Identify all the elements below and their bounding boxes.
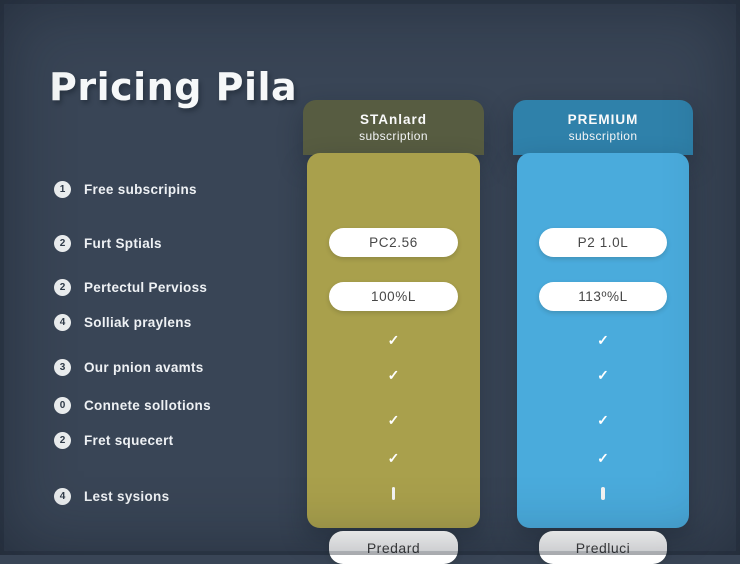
plan-cell: ✓ [307,366,480,384]
plan-name: PREMIUM [567,112,639,127]
premium-cta-button[interactable]: Predluci [539,531,667,564]
plan-cell: ✓ [307,411,480,429]
feature-row: 1 Free subscripins [54,180,299,198]
plan-cell [517,484,689,502]
plan-cell: ✓ [517,411,689,429]
plan-subtitle: subscription [568,129,638,143]
feature-number-badge: 3 [54,358,71,376]
bar-indicator-icon [391,486,396,500]
price-pill: P2 1.0L [539,228,667,257]
feature-label: Pertectul Pervioss [84,279,208,295]
feature-label: Our pnion avamts [84,359,204,375]
check-icon: ✓ [597,411,609,428]
plan-header-premium: PREMIUM subscription [513,100,693,155]
check-icon: ✓ [387,411,400,428]
check-icon: ✓ [597,449,609,466]
plan-body-premium: P2 1.0L 113º%L ✓ ✓ ✓ ✓ Predluci [517,153,689,564]
feature-label: Free subscripins [84,181,197,197]
feature-row: 4 Solliak praylens [54,313,299,331]
feature-row: 2 Furt Sptials [54,234,299,252]
feature-number-badge: 1 [54,180,71,198]
plan-body-standard: PC2.56 100%L ✓ ✓ ✓ ✓ Predard [307,153,480,564]
plan-column-standard: STAnlard subscription PC2.56 100%L ✓ ✓ ✓… [303,100,484,564]
percent-pill: 100%L [329,282,458,311]
feature-row: 2 Pertectul Pervioss [54,278,299,296]
check-icon: ✓ [597,331,609,348]
feature-number-badge: 4 [54,313,71,331]
check-icon: ✓ [387,366,400,383]
plan-header-standard: STAnlard subscription [303,100,484,155]
plan-cell: ✓ [517,366,689,384]
standard-cta-button[interactable]: Predard [329,531,458,564]
feature-number-badge: 2 [54,431,71,449]
feature-row: 0 Connete sollotions [54,396,299,414]
plan-name: STAnlard [359,112,427,127]
feature-label: Solliak praylens [84,314,192,330]
percent-pill: 113º%L [539,282,667,311]
plan-column-premium: PREMIUM subscription P2 1.0L 113º%L ✓ ✓ … [513,100,693,564]
plan-cell: ✓ [517,449,689,467]
check-icon: ✓ [387,449,400,466]
feature-row: 2 Fret squecert [54,431,299,449]
plan-subtitle: subscription [359,129,428,143]
feature-number-badge: 4 [54,487,71,505]
feature-number-badge: 2 [54,234,71,252]
feature-label: Fret squecert [84,432,174,448]
plan-cell: ✓ [517,331,689,349]
feature-number-badge: 0 [54,396,71,414]
plan-cell: ✓ [307,331,480,349]
check-icon: ✓ [387,331,400,348]
bar-indicator-icon [601,486,605,500]
feature-row: 3 Our pnion avamts [54,358,299,376]
feature-label: Lest sysions [84,488,170,504]
page-title: Pricing Pila [49,65,298,110]
plan-cell [307,484,480,502]
feature-label: Furt Sptials [84,235,162,251]
feature-label: Connete sollotions [84,397,211,413]
check-icon: ✓ [597,366,609,383]
plan-cell: ✓ [307,449,480,467]
feature-number-badge: 2 [54,278,71,296]
price-pill: PC2.56 [329,228,458,257]
feature-row: 4 Lest sysions [54,487,299,505]
